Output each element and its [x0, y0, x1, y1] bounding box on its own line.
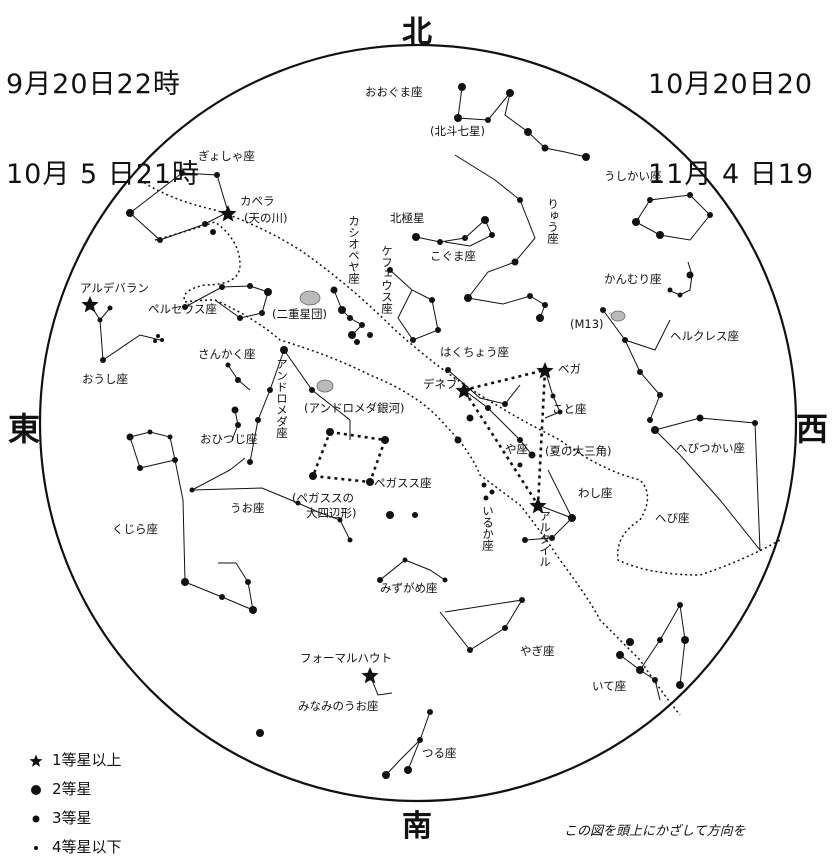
constellation-lines	[89, 86, 761, 776]
label-ohitsuji: おひつじ座	[200, 432, 258, 446]
label-cepheus: ケフェウス座	[380, 245, 394, 315]
label-hokkyoku: 北極星	[390, 211, 425, 225]
label-capella: カペラ	[240, 194, 275, 208]
star-deneb	[455, 382, 473, 399]
legend-label: 2等星	[52, 780, 92, 798]
label-andromeda-galaxy: (アンドロメダ銀河)	[304, 401, 405, 415]
label-gyosha: ぎょしゃ座	[198, 149, 255, 163]
first-magnitude-stars	[81, 205, 554, 684]
label-ryu: りゅう座	[546, 198, 560, 245]
label-hebi: へび座	[655, 511, 690, 525]
label-washi: わし座	[578, 486, 613, 500]
label-minaminouo: みなみのうお座	[298, 699, 379, 713]
label-fomalhaut: フォーマルハウト	[300, 651, 392, 665]
label-ooguma: おおぐま座	[365, 85, 423, 99]
star-chart: 北 南 東 西	[8, 15, 828, 839]
stars	[97, 83, 758, 779]
legend-row-third: 3等星	[26, 804, 122, 833]
label-hakucho: はくちょう座	[440, 345, 509, 359]
label-aldebaran: アルデバラン	[80, 281, 149, 295]
label-yaza: や座	[505, 442, 528, 456]
direction-east: 東	[8, 410, 40, 448]
legend-label: 4等星以下	[52, 838, 122, 856]
label-pegasus-square-1: (ペガススの	[292, 491, 354, 505]
legend: 1等星以上 2等星 3等星 4等星以下	[26, 746, 122, 862]
label-pegasus: ペガスス座	[374, 476, 432, 490]
label-andromeda: アンドロメダ座	[275, 358, 289, 439]
label-summer-triangle: (夏の大三角)	[545, 444, 611, 458]
milky-way	[139, 179, 781, 716]
label-hercules: ヘルクレス座	[670, 329, 739, 343]
label-mizugame: みずがめ座	[380, 581, 438, 595]
label-oushi: おうし座	[82, 372, 128, 386]
legend-row-fourth: 4等星以下	[26, 833, 122, 862]
label-perseus: ペルセウス座	[148, 302, 217, 316]
label-ushikai: うしかい座	[604, 169, 662, 183]
small-dot-icon	[26, 844, 46, 852]
label-amanogawa: (天の川)	[244, 211, 287, 225]
legend-row-second: 2等星	[26, 775, 122, 804]
mid-dot-icon	[26, 814, 46, 824]
date-left-line-1: 9月20日22時	[6, 69, 181, 100]
label-nijuu: (二重星団)	[272, 307, 327, 321]
date-right-line-2: 11月 4 日19	[648, 159, 815, 190]
footnote: この図を頭上にかざして方向を	[564, 824, 746, 839]
label-pegasus-square-2: 大四辺形)	[306, 506, 357, 520]
star-altair	[529, 497, 547, 514]
star-aldebaran	[81, 296, 99, 313]
legend-label: 1等星以上	[52, 751, 122, 769]
horizon-circle	[38, 43, 798, 803]
direction-west: 西	[796, 410, 828, 448]
label-iruka: いるか座	[481, 505, 495, 552]
star-capella	[219, 205, 237, 222]
date-right-line-1: 10月20日20	[648, 69, 814, 100]
label-kujira: くじら座	[112, 522, 158, 536]
direction-south: 南	[402, 809, 432, 839]
labels: おおぐま座 (北斗七星) ぎょしゃ座 カペラ (天の川) うしかい座 北極星 こ…	[80, 85, 745, 760]
label-kotoza: こと座	[552, 402, 587, 416]
star-vega	[536, 362, 554, 379]
direction-north: 北	[402, 15, 432, 50]
label-hebitsukai: へびつかい座	[676, 441, 745, 455]
label-uoza: うお座	[230, 501, 265, 515]
label-deneb: デネブ	[423, 377, 458, 391]
legend-label: 3等星	[52, 809, 92, 827]
label-cassiopeia: カシオペヤ座	[347, 215, 361, 285]
star-fomalhaut	[361, 667, 379, 684]
label-altair: アルタイル	[538, 510, 552, 568]
star-icon	[26, 754, 46, 768]
big-dot-icon	[26, 784, 46, 796]
label-vega: ベガ	[558, 362, 581, 376]
nebulae	[299, 290, 626, 393]
label-sankaku: さんかく座	[198, 347, 256, 361]
label-hokuto: (北斗七星)	[430, 124, 485, 138]
legend-row-first: 1等星以上	[26, 746, 122, 775]
label-tsuru: つる座	[422, 746, 457, 760]
label-ite: いて座	[592, 679, 626, 693]
label-yagi: やぎ座	[520, 644, 555, 658]
date-right: 10月20日20 11月 4 日19	[648, 10, 814, 220]
label-koguma: こぐま座	[430, 249, 476, 263]
label-m13: (M13)	[570, 317, 604, 331]
label-kanmuri: かんむり座	[604, 272, 662, 286]
